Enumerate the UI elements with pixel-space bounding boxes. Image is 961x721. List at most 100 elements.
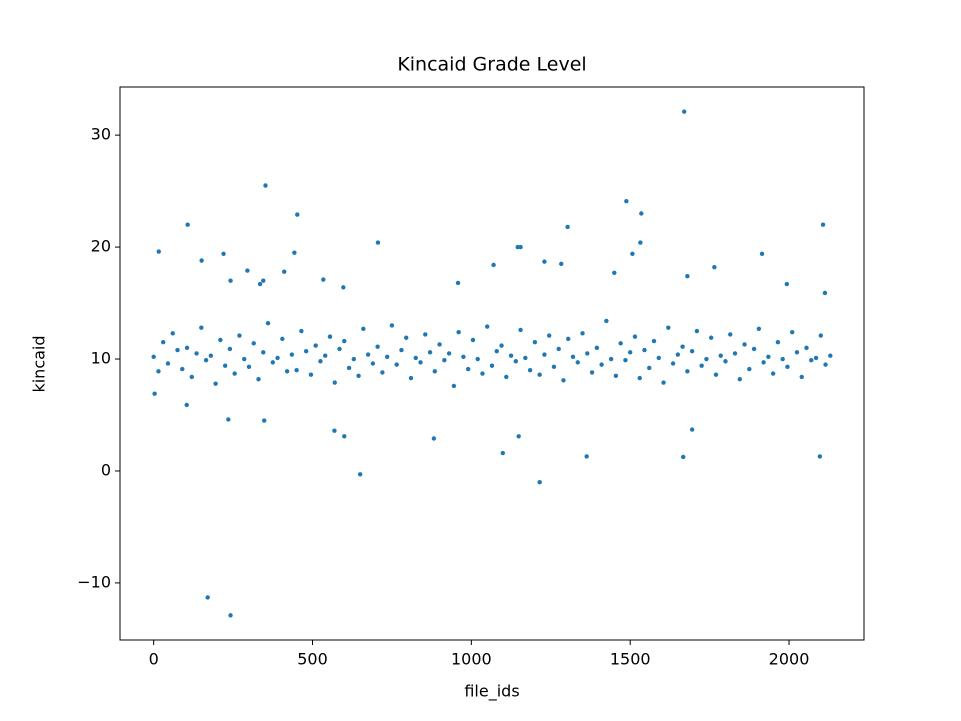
point (394, 362, 399, 367)
point (822, 290, 828, 296)
point (712, 265, 717, 270)
point (599, 362, 604, 367)
x-tick-label: 500 (297, 650, 328, 669)
point (413, 355, 418, 361)
point (537, 479, 542, 485)
y-tick-label: 10 (91, 349, 111, 368)
point (251, 341, 256, 346)
point (455, 280, 461, 286)
point (732, 351, 738, 356)
chart-title: Kincaid Grade Level (397, 54, 586, 76)
point (608, 356, 614, 362)
point (170, 331, 175, 336)
y-tick-label: 0 (101, 460, 111, 479)
point (342, 434, 347, 439)
point (542, 352, 547, 357)
point (817, 454, 823, 459)
point (681, 454, 686, 460)
point (589, 370, 595, 375)
point (295, 212, 300, 217)
point (630, 251, 635, 256)
point (723, 359, 728, 364)
point (199, 258, 204, 263)
point (156, 369, 161, 374)
point (227, 346, 233, 352)
point (185, 222, 190, 227)
point (761, 360, 766, 365)
point (570, 354, 576, 359)
point (759, 251, 765, 256)
point (205, 595, 210, 600)
point (770, 371, 776, 376)
point (666, 325, 671, 330)
point (332, 428, 337, 433)
point (500, 450, 506, 456)
point (790, 329, 795, 335)
point (642, 347, 647, 353)
point (442, 357, 447, 363)
point (575, 360, 580, 365)
point (226, 417, 231, 422)
point (261, 278, 266, 283)
point (221, 251, 226, 256)
point (380, 370, 385, 375)
point (461, 354, 466, 359)
point (780, 356, 785, 362)
point (685, 273, 690, 279)
point (624, 198, 629, 204)
point (823, 362, 828, 367)
point (318, 359, 323, 364)
point (431, 436, 437, 441)
point (556, 346, 561, 352)
point (728, 332, 733, 337)
point (685, 369, 690, 374)
point (337, 346, 342, 352)
point (375, 240, 381, 245)
point (518, 327, 523, 333)
point (675, 352, 681, 357)
point (818, 333, 823, 338)
point (527, 368, 533, 373)
point (820, 222, 826, 227)
point (689, 348, 695, 354)
point (265, 321, 271, 326)
point (282, 269, 287, 274)
point (747, 366, 752, 372)
point (546, 333, 552, 338)
point (404, 335, 409, 340)
point (342, 338, 347, 344)
point (647, 365, 652, 371)
point (437, 342, 442, 347)
y-axis-label: kincaid (30, 335, 49, 392)
point (708, 335, 714, 340)
point (346, 365, 352, 371)
point (489, 363, 495, 368)
point (694, 328, 700, 334)
point (485, 324, 490, 329)
point (784, 281, 790, 287)
point (246, 364, 252, 370)
point (537, 372, 542, 377)
point (427, 350, 433, 355)
point (257, 281, 263, 287)
point (565, 224, 570, 230)
point (375, 344, 380, 349)
point (627, 350, 633, 355)
point (742, 342, 747, 347)
point (618, 341, 623, 346)
x-tick-label: 1000 (451, 650, 492, 669)
x-tick-label: 1500 (610, 650, 651, 669)
point (156, 249, 161, 254)
point (794, 350, 800, 355)
point (751, 346, 757, 352)
point (689, 427, 695, 432)
point (313, 343, 318, 348)
point (262, 418, 267, 423)
point (292, 250, 297, 255)
point (263, 183, 268, 188)
point (228, 613, 233, 618)
point (480, 371, 485, 376)
point (542, 259, 547, 264)
point (508, 353, 514, 358)
